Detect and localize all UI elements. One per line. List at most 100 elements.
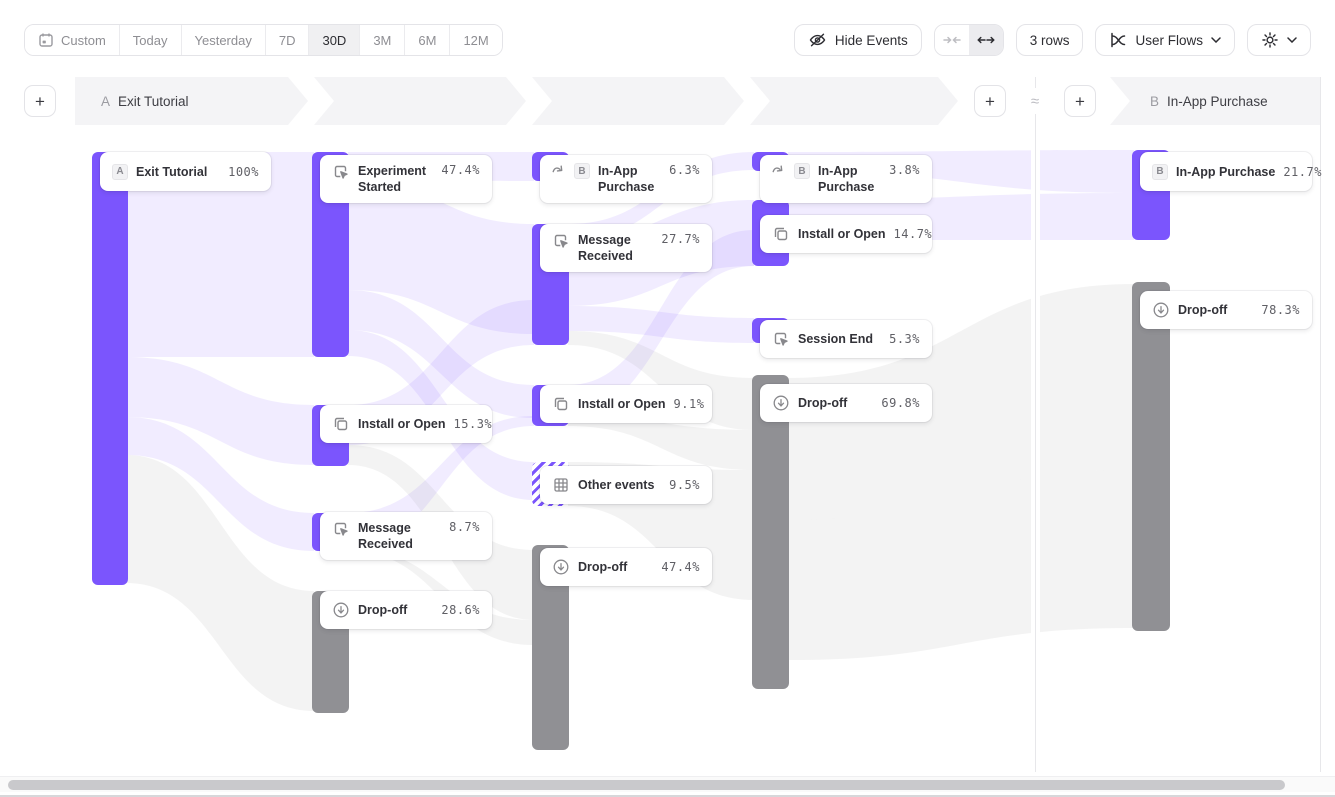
flow-node-exit-tutorial[interactable]: A Exit Tutorial 100% (100, 152, 271, 191)
window-bottom-border (0, 795, 1335, 797)
section-a-label: A Exit Tutorial (101, 93, 189, 109)
flow-node-in-app-purchase-4[interactable]: B In-App Purchase 3.8% (760, 155, 932, 203)
flow-node-in-app-purchase-3[interactable]: B In-App Purchase 6.3% (540, 155, 712, 203)
add-step-left-button[interactable]: + (24, 85, 56, 117)
scrollbar-thumb[interactable] (8, 780, 1285, 790)
node-percent: 3.8% (889, 163, 920, 177)
expand-columns-button[interactable] (968, 25, 1003, 55)
node-label: Other events (578, 478, 655, 492)
flow-node-dropoff-4[interactable]: Drop-off 69.8% (760, 384, 932, 422)
flow-step-header-2[interactable] (314, 77, 526, 125)
node-label: Install or Open (358, 417, 446, 431)
node-percent: 9.5% (669, 478, 700, 492)
dropoff-icon (772, 394, 790, 412)
node-percent: 28.6% (441, 603, 480, 617)
node-label: Drop-off (1178, 303, 1228, 317)
flow-node-message-received-3[interactable]: Message Received 27.7% (540, 224, 712, 272)
date-range-6m[interactable]: 6M (405, 25, 451, 55)
date-range-selector: Custom Today Yesterday 7D 30D 3M 6M 12M (24, 24, 503, 56)
click-event-icon (332, 163, 350, 181)
date-range-today[interactable]: Today (119, 25, 182, 55)
view-selector-button[interactable]: User Flows (1095, 24, 1235, 56)
hide-events-button[interactable]: Hide Events (793, 24, 922, 56)
flow-node-install-or-open-4[interactable]: Install or Open 14.7% (760, 215, 932, 253)
node-label: Message Received (358, 521, 413, 551)
chevron-down-icon (1287, 37, 1297, 43)
dropoff-icon (1152, 301, 1170, 319)
event-a-badge: A (112, 163, 128, 180)
section-b-label: B In-App Purchase (1150, 93, 1268, 109)
date-range-custom[interactable]: Custom (25, 25, 120, 55)
add-step-right-button[interactable]: + (1064, 85, 1096, 117)
node-label: Drop-off (578, 560, 628, 574)
flow-node-session-end-4[interactable]: Session End 5.3% (760, 320, 932, 358)
chevron-down-icon (1211, 37, 1221, 43)
node-percent: 9.1% (673, 397, 705, 411)
node-label: Drop-off (798, 396, 848, 410)
node-label: Message Received (578, 233, 633, 263)
flow-bar-dropoff-4[interactable] (752, 375, 789, 689)
flow-node-dropoff-2[interactable]: Drop-off 28.6% (320, 591, 492, 629)
date-range-yesterday[interactable]: Yesterday (181, 25, 266, 55)
jump-arrow-icon (772, 163, 786, 175)
install-icon (332, 415, 350, 433)
node-percent: 8.7% (449, 520, 480, 534)
date-range-3m[interactable]: 3M (360, 25, 406, 55)
node-percent: 21.7% (1283, 164, 1322, 179)
node-percent: 6.3% (669, 163, 700, 177)
node-label: Session End (798, 332, 874, 346)
flow-node-experiment-started[interactable]: Experiment Started 47.4% (320, 155, 492, 203)
flow-node-message-received-2[interactable]: Message Received 8.7% (320, 512, 492, 560)
flow-node-dropoff-3[interactable]: Drop-off 47.4% (540, 548, 712, 586)
node-percent: 5.3% (889, 332, 920, 346)
flow-bar-exit-tutorial[interactable] (92, 152, 128, 585)
section-divider-line (1035, 77, 1036, 772)
flow-step-header-3[interactable] (532, 77, 744, 125)
add-step-middle-button[interactable]: + (974, 85, 1006, 117)
node-label: In-App Purchase (818, 164, 875, 194)
flow-node-other-events-3[interactable]: Other events 9.5% (540, 466, 712, 504)
node-label: Install or Open (578, 397, 666, 411)
flow-step-header-b[interactable]: B In-App Purchase (1110, 77, 1320, 125)
node-label: Drop-off (358, 603, 408, 617)
node-percent: 14.7% (893, 227, 933, 241)
flow-step-header-4[interactable] (750, 77, 958, 125)
flow-node-in-app-purchase-b[interactable]: B In-App Purchase 21.7% (1140, 152, 1321, 191)
node-label: Exit Tutorial (136, 164, 208, 179)
grid-icon (552, 476, 570, 494)
gear-icon (1261, 31, 1279, 49)
calendar-icon (38, 32, 54, 48)
flow-bar-dropoff-b[interactable] (1132, 282, 1170, 631)
section-b-badge: B (1150, 93, 1160, 109)
date-range-7d[interactable]: 7D (265, 25, 310, 55)
eye-off-icon (808, 31, 827, 49)
node-label: Experiment Started (358, 164, 427, 194)
node-label: In-App Purchase (598, 164, 655, 194)
horizontal-scrollbar[interactable] (0, 776, 1335, 792)
settings-button[interactable] (1247, 24, 1311, 56)
node-percent: 100% (228, 164, 259, 179)
toolbar-right: Hide Events 3 rows User Flows (793, 24, 1311, 56)
node-label: Install or Open (798, 227, 886, 241)
rows-button[interactable]: 3 rows (1015, 24, 1084, 56)
flow-node-install-or-open-3[interactable]: Install or Open 9.1% (540, 385, 712, 423)
flow-node-install-or-open-2[interactable]: Install or Open 15.3% (320, 405, 492, 443)
node-percent: 69.8% (881, 396, 920, 410)
node-percent: 47.4% (441, 163, 480, 177)
section-a-badge: A (101, 93, 111, 109)
event-b-badge: B (1152, 163, 1168, 180)
jump-arrow-icon (552, 163, 566, 175)
dropoff-icon (552, 558, 570, 576)
flow-node-dropoff-b[interactable]: Drop-off 78.3% (1140, 291, 1312, 329)
collapse-columns-button[interactable] (934, 25, 969, 55)
date-range-30d[interactable]: 30D (309, 25, 361, 55)
node-percent: 47.4% (661, 560, 700, 574)
click-event-icon (332, 520, 350, 538)
flow-step-header-a[interactable]: A Exit Tutorial (75, 77, 308, 125)
toolbar: Custom Today Yesterday 7D 30D 3M 6M 12M … (0, 0, 1335, 64)
date-range-12m[interactable]: 12M (450, 25, 502, 55)
install-icon (772, 225, 790, 243)
node-percent: 27.7% (661, 232, 700, 246)
width-toggle (933, 24, 1004, 56)
